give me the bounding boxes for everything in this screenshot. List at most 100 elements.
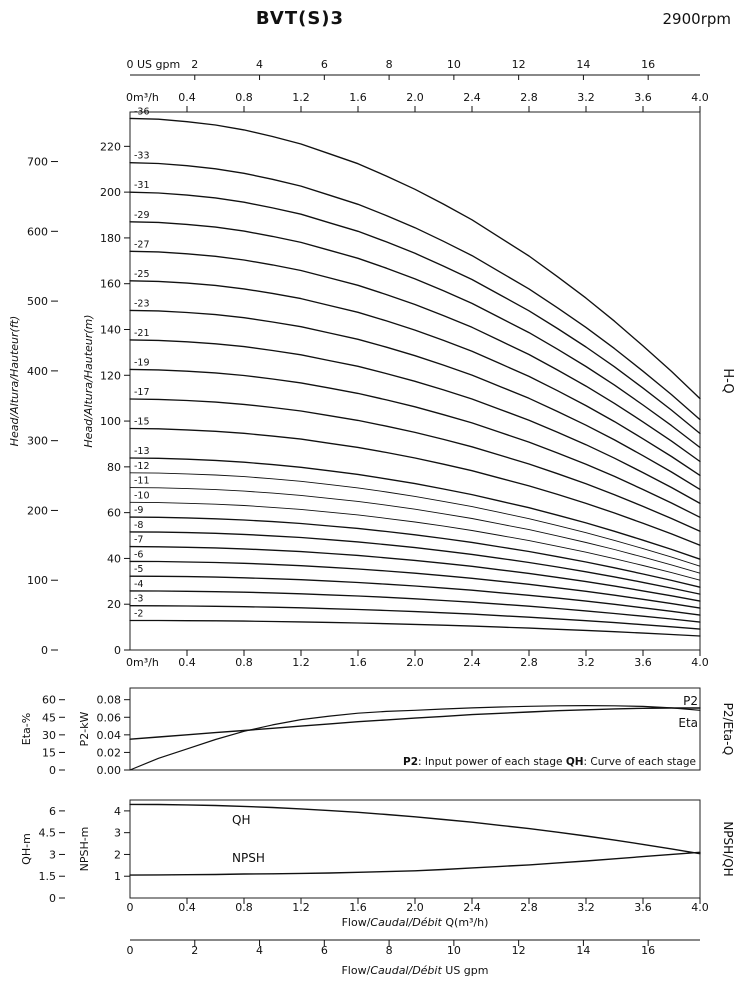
gpm-tick-label: 0 [127,944,134,957]
m-tick-label: 180 [100,232,121,245]
stage-label: -12 [134,461,150,472]
stage-curve-11 [129,487,701,574]
head-ft-axis-title: Head/Altura/Hauteur(ft) [8,316,21,447]
p2-tick-label: 0.08 [97,694,122,707]
npsh-tick-label: 3 [114,827,121,840]
gpm-tick-label: 10 [447,944,461,957]
m3h-tick-label: 3.6 [634,91,652,104]
stage-curve-4 [129,590,701,623]
ft-tick-label: 400 [27,365,48,378]
m3h-tick-label: 1.2 [292,901,310,914]
eta-curve [129,704,701,771]
note-text: P2: Input power of each stage QH: Curve … [403,756,696,768]
m3h-tick-label: 4.0 [691,656,709,669]
p2-tick-label: 0.04 [97,729,122,742]
stage-label: -4 [134,579,143,590]
m3h-tick-label: 2.8 [520,901,538,914]
gpm-tick-label: 12 [512,944,526,957]
m-tick-label: 160 [100,278,121,291]
stage-curve-12 [129,472,701,567]
m-tick-label: 100 [100,415,121,428]
gpm-tick-label: 14 [576,944,590,957]
npsh-series-label: NPSH [232,851,265,865]
qh-series-label: QH [232,813,250,827]
stage-curve-33 [129,162,701,421]
stage-curve-6 [129,560,701,609]
npsh-qh-plot-border [129,799,701,899]
gpm-unit-label: US gpm [137,58,180,71]
chart-title: BVT(S)3 [255,8,345,29]
stage-label: -27 [134,239,150,250]
stage-curve-17 [129,398,701,532]
stage-label: -25 [134,269,150,280]
m3h-tick-label: 3.6 [634,656,652,669]
gpm-tick-label: 16 [641,944,655,957]
gpm-tick-label: 2 [191,58,198,71]
stage-label: -11 [134,476,150,487]
gpm-tick-label: 8 [386,944,393,957]
m3h-tick-label: 3.2 [577,656,595,669]
rpm-label: 2900rpm [662,10,731,28]
m3h-tick-label: 0.8 [235,656,253,669]
stage-curve-36 [129,117,701,400]
flow-axis-title-m3h: Flow/Caudal/Débit Q(m³/h) [342,916,489,929]
m3h-tick-label: 2.0 [406,91,424,104]
m3h-tick-label: 4.0 [691,91,709,104]
npsh-curve [129,851,701,876]
stage-curve-25 [129,280,701,477]
head-m-axis-title: Head/Altura/Hauteur(m) [82,314,95,447]
m3h-tick-label: 1.6 [349,901,367,914]
p2-curve [129,707,701,740]
stage-label: -13 [134,446,150,457]
m3h-tick-label: 1.6 [349,656,367,669]
stage-curve-2 [129,619,701,637]
ft-tick-label: 100 [27,574,48,587]
gpm-tick-label: 16 [641,58,655,71]
stage-label: -8 [134,520,143,531]
m3h-tick-label: 2.4 [463,91,481,104]
gpm-tick-label: 6 [321,944,328,957]
qh-tick-label: 3 [49,848,56,861]
eta-tick-label: 15 [42,746,56,759]
stage-curve-31 [129,191,701,435]
stage-label: -19 [134,357,150,368]
gpm-tick-label: 6 [321,58,328,71]
ft-tick-label: 300 [27,435,48,448]
stage-label: -5 [134,564,143,575]
stage-label: -2 [134,608,143,619]
stage-label: -17 [134,387,150,398]
npsh-tick-label: 2 [114,848,121,861]
gpm-tick-label: 4 [256,58,263,71]
stage-curve-29 [129,221,701,449]
stage-curve-21 [129,339,701,505]
ft-tick-label: 600 [27,225,48,238]
stage-curve-3 [129,605,701,630]
m3h-tick-label: 1.2 [292,91,310,104]
m3h-tick-label: 0m³/h [126,656,159,669]
m-tick-label: 200 [100,186,121,199]
p2-tick-label: 0.00 [97,764,122,777]
flow-axis-title-gpm: Flow/Caudal/Débit US gpm [341,964,488,977]
stage-curve-27 [129,250,701,463]
m-tick-label: 20 [107,598,121,611]
m-tick-label: 120 [100,369,121,382]
stage-label: -3 [134,594,143,605]
stage-label: -36 [134,106,150,117]
stage-label: -31 [134,180,150,191]
m-tick-label: 140 [100,323,121,336]
hq-axis-title: H-Q [720,368,735,393]
stage-curve-7 [129,545,701,602]
stage-label: -29 [134,210,150,221]
eta-axis-title: Eta-% [20,713,33,745]
npsh-axis-title: NPSH-m [78,827,91,872]
gpm-tick-label: 0 [127,58,134,71]
stage-curve-8 [129,531,701,595]
m3h-tick-label: 3.6 [634,901,652,914]
npsh-qh-axis-title: NPSH/QH [721,821,735,876]
stage-label: -6 [134,549,143,560]
ft-tick-label: 500 [27,295,48,308]
eta-tick-label: 60 [42,694,56,707]
stage-curve-9 [129,516,701,588]
